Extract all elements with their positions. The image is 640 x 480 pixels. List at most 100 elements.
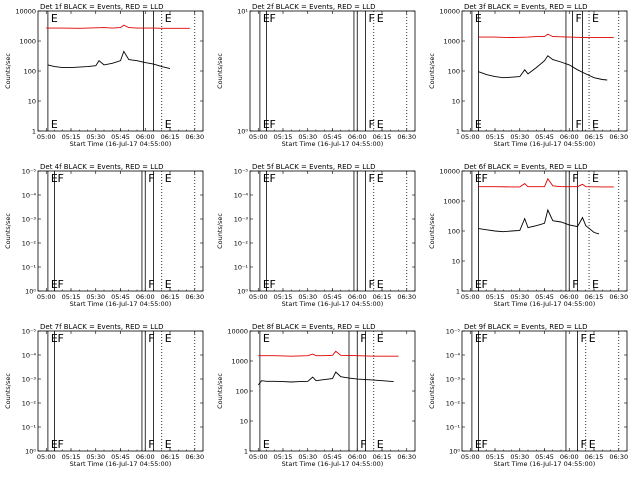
x-tick-label: 05:30 [86, 293, 105, 301]
x-tick-label: 05:00 [461, 293, 480, 301]
panel-title: Det 8f BLACK = Events, RED = LLD [252, 323, 375, 331]
y-tick-label: 1000 [443, 38, 460, 46]
x-tick-label: 05:00 [37, 133, 56, 141]
detector-panel: Det 3f BLACK = Events, RED = LLD 05:00 05:… [428, 3, 628, 148]
x-tick-label: 05:45 [535, 293, 554, 301]
x-tick-label: 05:30 [510, 133, 529, 141]
x-tick-label: 06:30 [185, 293, 204, 301]
plot-frame [37, 170, 204, 292]
x-tick-label: 06:00 [136, 293, 155, 301]
x-tick-label: 05:30 [298, 293, 317, 301]
time-marker-label: F [58, 438, 64, 451]
time-marker-label-top: F [270, 172, 276, 185]
time-marker-label: E [263, 438, 270, 451]
x-tick-label: 05:15 [274, 133, 293, 141]
x-axis-label: Start Time (16-Jul-17 04:55:00) [70, 300, 172, 308]
time-marker-label-top: E [592, 12, 599, 25]
x-tick-label: 05:15 [486, 133, 505, 141]
x-tick-label: 05:15 [274, 453, 293, 461]
time-marker-label-top: E [263, 332, 270, 345]
time-marker-label: E [51, 118, 58, 131]
y-tick-label: 1 [456, 128, 460, 136]
time-marker-label: F [360, 438, 366, 451]
time-marker-label-top: E [165, 332, 172, 345]
time-marker-label: F [572, 278, 578, 291]
y-axis-label: Counts/sec [428, 213, 436, 249]
plot-frame [249, 330, 416, 452]
time-marker-label-top: F [148, 172, 154, 185]
x-axis-label: Start Time (16-Jul-17 04:55:00) [494, 300, 596, 308]
time-marker-label: E [377, 278, 384, 291]
y-tick-label: 1 [244, 448, 248, 456]
detector-panel: Det 9f BLACK = Events, RED = LLD 05:00 05:… [428, 323, 628, 468]
x-axis-label: Start Time (16-Jul-17 04:55:00) [70, 140, 172, 148]
time-marker-label-top: E [165, 172, 172, 185]
y-axis-label: Counts/sec [4, 213, 12, 249]
panel-title: Det 6f BLACK = Events, RED = LLD [464, 163, 587, 171]
x-tick-label: 05:00 [249, 293, 268, 301]
x-tick-label: 05:45 [323, 453, 342, 461]
x-tick-label: 05:30 [298, 453, 317, 461]
lld-series-line [478, 177, 614, 188]
x-tick-label: 06:15 [585, 453, 604, 461]
x-tick-label: 06:00 [348, 293, 367, 301]
x-axis-label: Start Time (16-Jul-17 04:55:00) [282, 460, 384, 468]
time-marker-label: F [369, 118, 375, 131]
y-tick-label: 10⁰ [449, 448, 460, 456]
time-marker-label-top: E [165, 12, 172, 25]
panel-title: Det 3f BLACK = Events, RED = LLD [464, 3, 587, 11]
x-tick-label: 06:00 [136, 453, 155, 461]
x-tick-label: 06:00 [560, 133, 579, 141]
y-tick-label: 10 [452, 258, 460, 266]
y-tick-label: 10⁻¹ [22, 424, 37, 432]
x-tick-label: 06:00 [560, 453, 579, 461]
x-axis-label: Start Time (16-Jul-17 04:55:00) [70, 460, 172, 468]
x-tick-label: 05:00 [461, 453, 480, 461]
time-marker-label: F [270, 118, 276, 131]
y-axis-label: Counts/sec [4, 53, 12, 89]
y-tick-label: 10⁻⁴ [22, 192, 37, 200]
x-axis-label: Start Time (16-Jul-17 04:55:00) [282, 140, 384, 148]
lld-series-line [46, 24, 190, 29]
time-marker-label-top: F [482, 172, 488, 185]
x-tick-label: 05:30 [510, 293, 529, 301]
time-marker-label: F [482, 438, 488, 451]
x-tick-label: 05:15 [62, 453, 81, 461]
y-tick-label: 10 [28, 98, 36, 106]
events-series-line [478, 208, 600, 235]
y-tick-label: 10⁻⁴ [234, 192, 249, 200]
time-marker-label: F [58, 278, 64, 291]
y-axis-label: Counts/sec [4, 373, 12, 409]
y-tick-label: 10⁻⁴ [22, 352, 37, 360]
y-tick-label: 1 [456, 288, 460, 296]
y-tick-label: 10⁻³ [22, 216, 37, 224]
x-tick-label: 06:30 [397, 133, 416, 141]
y-tick-label: 10⁻³ [234, 216, 249, 224]
x-tick-label: 05:15 [486, 293, 505, 301]
time-marker-label: E [377, 118, 384, 131]
x-tick-label: 06:15 [161, 133, 180, 141]
x-tick-label: 06:15 [585, 133, 604, 141]
y-tick-label: 10¹ [237, 8, 248, 16]
time-marker-label: F [270, 278, 276, 291]
time-marker-label-top: F [581, 332, 587, 345]
x-tick-label: 06:30 [185, 453, 204, 461]
time-marker-label-top: F [360, 332, 366, 345]
time-marker-label-top: F [369, 12, 375, 25]
y-tick-label: 10⁰ [25, 288, 36, 296]
events-series-line [478, 55, 608, 81]
x-tick-label: 05:00 [249, 133, 268, 141]
x-tick-label: 06:15 [585, 293, 604, 301]
y-tick-label: 10⁻¹ [234, 264, 249, 272]
y-axis-label: Counts/sec [428, 53, 436, 89]
x-tick-label: 05:45 [535, 453, 554, 461]
panel-title: Det 9f BLACK = Events, RED = LLD [464, 323, 587, 331]
time-marker-label-top: F [572, 172, 578, 185]
detector-panel: Det 6f BLACK = Events, RED = LLD 05:00 05:… [428, 163, 628, 308]
x-tick-label: 06:15 [373, 453, 392, 461]
x-tick-label: 06:30 [397, 453, 416, 461]
x-tick-label: 05:15 [486, 453, 505, 461]
x-tick-label: 06:00 [136, 133, 155, 141]
y-tick-label: 10⁻⁵ [446, 328, 461, 336]
y-tick-label: 10⁻⁵ [22, 168, 37, 176]
